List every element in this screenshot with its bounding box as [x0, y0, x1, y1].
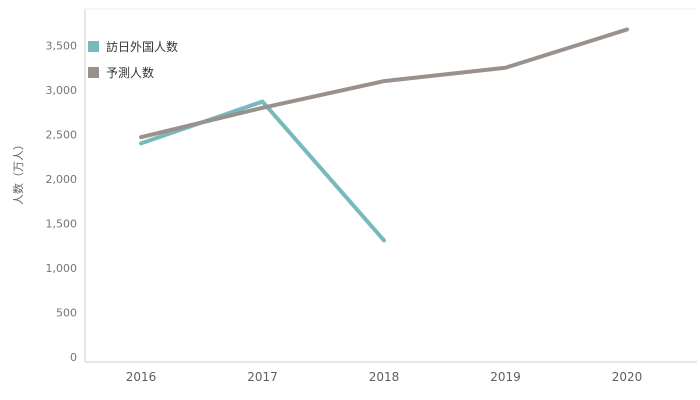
- svg-text:2017: 2017: [247, 370, 278, 384]
- svg-text:3,500: 3,500: [46, 40, 78, 53]
- visitors-legend-label: 訪日外国人数: [106, 40, 179, 54]
- svg-text:2016: 2016: [126, 370, 157, 384]
- svg-text:2,500: 2,500: [46, 129, 78, 142]
- svg-text:1,000: 1,000: [46, 262, 78, 275]
- y-axis-title: 人数（万人）: [12, 139, 25, 205]
- legend-item-visitors[interactable]: 訪日外国人数: [88, 38, 178, 55]
- svg-text:2020: 2020: [612, 370, 643, 384]
- svg-text:1,500: 1,500: [46, 218, 78, 231]
- svg-text:3,000: 3,000: [46, 84, 78, 97]
- legend: 訪日外国人数 予測人数: [88, 38, 178, 81]
- visitors-series-swatch: [88, 41, 99, 52]
- forecast-legend-label: 予測人数: [106, 66, 155, 80]
- svg-text:2,000: 2,000: [46, 173, 78, 186]
- svg-text:0: 0: [70, 351, 77, 364]
- svg-text:2019: 2019: [490, 370, 521, 384]
- svg-text:500: 500: [56, 307, 77, 320]
- legend-item-forecast[interactable]: 予測人数: [88, 64, 178, 81]
- forecast-series-swatch: [88, 67, 99, 78]
- svg-text:2018: 2018: [369, 370, 400, 384]
